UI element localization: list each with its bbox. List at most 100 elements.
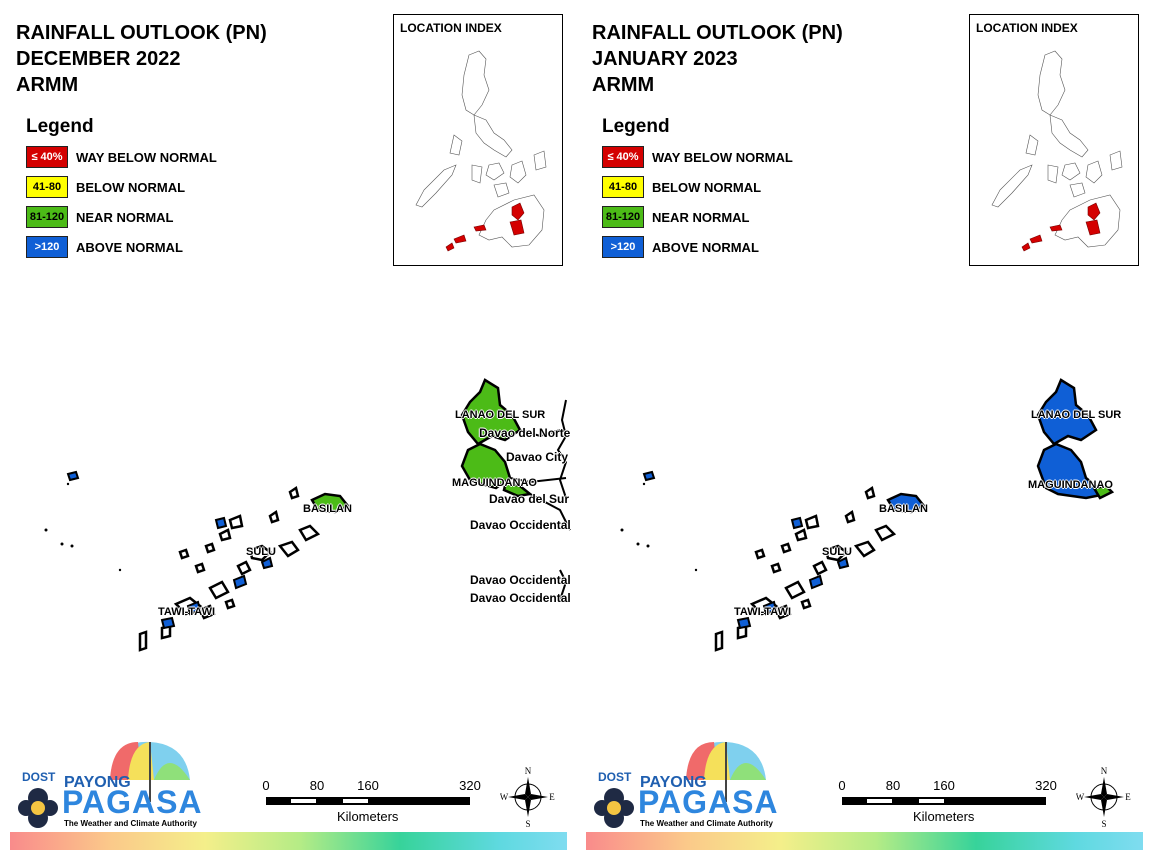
legend-label: WAY BELOW NORMAL [76,150,217,165]
legend-item-way-below-normal: ≤ 40% WAY BELOW NORMAL [26,146,246,176]
title-line-3: ARMM [592,74,655,96]
legend-item-below-normal: 41-80 BELOW NORMAL [602,176,822,206]
scale-tick-label: 160 [933,778,955,793]
legend-title: Legend [602,116,670,137]
svg-text:E: E [549,792,555,802]
legend: Legend ≤ 40% WAY BELOW NORMAL 41-80 BELO… [26,116,246,266]
outlook-panel-january: RAINFALL OUTLOOK (PN) JANUARY 2023 ARMM … [576,0,1152,864]
scale-tick-label: 320 [1035,778,1057,793]
legend-label: BELOW NORMAL [76,180,186,195]
map-label-davao-city: Davao City [506,450,569,464]
scale-units: Kilometers [913,809,975,824]
north-arrow-compass: N S E W [500,764,556,830]
scale-tick-label: 80 [309,778,325,793]
scale-bar: 0 80 160 320 Kilometers [262,778,492,828]
payong-text: PAYONG [64,774,131,791]
armm-region-map [44,378,571,652]
legend-label: WAY BELOW NORMAL [652,150,793,165]
location-index-title: LOCATION INDEX [976,21,1078,35]
scale-units: Kilometers [337,809,399,824]
outlook-panel-december: RAINFALL OUTLOOK (PN) DECEMBER 2022 ARMM… [10,14,571,850]
location-index-title: LOCATION INDEX [400,21,502,35]
lanao-del-sur-area [1036,378,1098,446]
svg-text:N: N [1101,766,1108,776]
basilan-area [886,492,926,514]
title-line-1: RAINFALL OUTLOOK (PN) [16,22,267,44]
logo-tagline: The Weather and Climate Authority [64,819,197,828]
legend-swatch-blue: >120 [26,236,68,258]
legend-swatch-green: 81-120 [602,206,644,228]
legend-item-near-normal: 81-120 NEAR NORMAL [26,206,246,236]
scale-tick-label: 0 [262,778,270,793]
legend-swatch-red: ≤ 40% [602,146,644,168]
legend-label: ABOVE NORMAL [652,240,759,255]
philippines-outline-map [991,50,1123,252]
scale-tick-label: 0 [838,778,846,793]
legend-item-above-normal: >120 ABOVE NORMAL [26,236,246,266]
logo-tagline: The Weather and Climate Authority [640,819,773,828]
legend-item-above-normal: >120 ABOVE NORMAL [602,236,822,266]
map-label-lanao-del-sur: LANAO DEL SUR [455,409,546,421]
title-line-2: DECEMBER 2022 [16,48,181,70]
map-label-davao-occidental: Davao Occidental [470,591,571,605]
payong-pagasa-logo: DOST PAYONG PAGASA The Weather and Clima… [18,740,202,832]
map-label-davao-occidental: Davao Occidental [470,518,571,532]
svg-text:S: S [525,819,530,829]
compass-rose-icon: N S E W [500,766,556,829]
svg-text:W: W [1076,792,1085,802]
map-label-sulu: SULU [822,546,852,558]
dost-text: DOST [22,770,56,784]
map-label-basilan: BASILAN [879,503,928,515]
compass-rose-icon: N S E W [1076,766,1132,829]
footer-gradient-bar [586,832,1143,850]
map-title: RAINFALL OUTLOOK (PN) DECEMBER 2022 ARMM [16,20,267,98]
pagasa-text: PAGASA [638,784,779,820]
legend-swatch-red: ≤ 40% [26,146,68,168]
legend-label: ABOVE NORMAL [76,240,183,255]
map-label-lanao-del-sur: LANAO DEL SUR [1031,409,1122,421]
lanao-del-sur-area [460,378,522,446]
dost-text: DOST [598,770,632,784]
armm-region-map [620,378,1115,652]
svg-text:N: N [525,766,532,776]
footer-gradient-bar [10,832,567,850]
scale-tick-label: 160 [357,778,379,793]
basilan-area [310,492,350,514]
umbrella-logo-graphic [594,741,766,828]
umbrella-logo-graphic [18,741,190,828]
location-index-map: LOCATION INDEX [393,14,563,266]
title-line-3: ARMM [16,74,79,96]
legend-label: BELOW NORMAL [652,180,762,195]
legend-item-way-below-normal: ≤ 40% WAY BELOW NORMAL [602,146,822,176]
north-arrow-compass: N S E W [1076,764,1132,830]
legend-swatch-blue: >120 [602,236,644,258]
scale-bar-graphic [842,797,1046,805]
legend: Legend ≤ 40% WAY BELOW NORMAL 41-80 BELO… [602,116,822,266]
payong-text: PAYONG [640,774,707,791]
svg-text:E: E [1125,792,1131,802]
payong-pagasa-logo: DOST PAYONG PAGASA The Weather and Clima… [594,740,778,832]
map-label-tawi-tawi: TAWI-TAWI [158,606,216,618]
svg-text:S: S [1101,819,1106,829]
map-label-davao-del-sur: Davao del Sur [489,492,570,506]
location-index-map: LOCATION INDEX [969,14,1139,266]
scale-bar-graphic [266,797,470,805]
svg-text:W: W [500,792,509,802]
map-label-sulu: SULU [246,546,276,558]
title-line-2: JANUARY 2023 [592,48,738,70]
legend-swatch-green: 81-120 [26,206,68,228]
map-title: RAINFALL OUTLOOK (PN) JANUARY 2023 ARMM [592,20,843,98]
title-line-1: RAINFALL OUTLOOK (PN) [592,22,843,44]
scale-bar: 0 80 160 320 Kilometers [838,778,1068,828]
legend-swatch-yellow: 41-80 [602,176,644,198]
legend-title: Legend [26,116,94,137]
scale-tick-label: 80 [885,778,901,793]
legend-swatch-yellow: 41-80 [26,176,68,198]
map-label-tawi-tawi: TAWI-TAWI [734,606,792,618]
map-label-basilan: BASILAN [303,503,352,515]
map-label-maguindanao: MAGUINDANAO [452,477,537,489]
legend-item-below-normal: 41-80 BELOW NORMAL [26,176,246,206]
philippines-outline-map [415,50,547,252]
maguindanao-area [460,442,512,490]
pagasa-text: PAGASA [62,784,203,820]
